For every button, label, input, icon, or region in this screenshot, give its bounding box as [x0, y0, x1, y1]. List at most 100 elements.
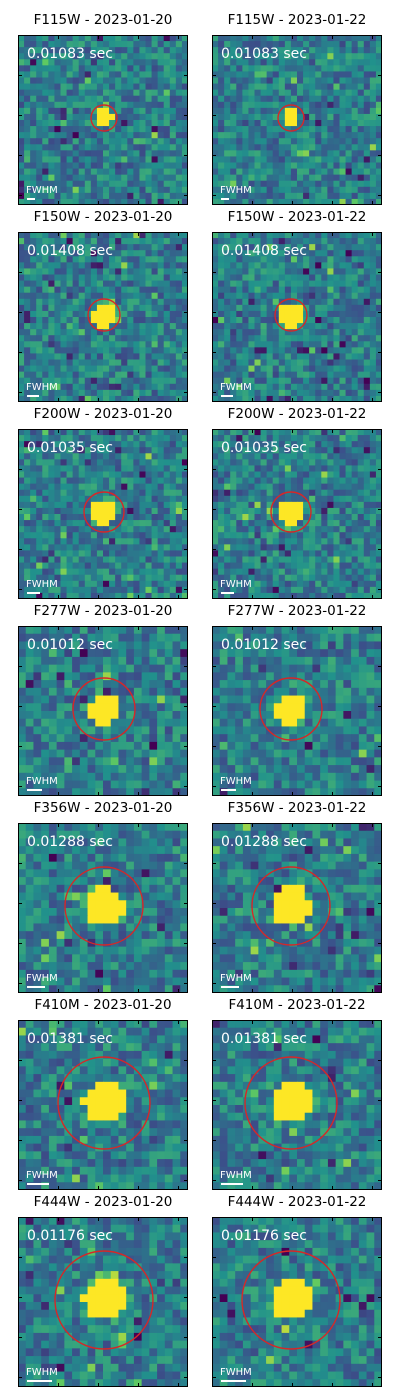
axis-tick [212, 115, 216, 116]
axis-tick [212, 1257, 216, 1258]
axis-tick [378, 1180, 382, 1181]
axis-tick [58, 201, 59, 205]
axis-tick [18, 1140, 22, 1141]
panel-title: F410M - 2023-01-22 [192, 995, 400, 1015]
axis-tick [184, 195, 188, 196]
axis-tick [332, 429, 333, 433]
axis-tick [184, 155, 188, 156]
axis-tick [138, 1186, 139, 1190]
axis-tick [58, 1186, 59, 1190]
panel-frame [212, 823, 382, 993]
axis-tick [372, 232, 373, 236]
axis-tick [18, 115, 22, 116]
axis-tick [212, 509, 216, 510]
axis-tick [178, 1020, 179, 1024]
panel-frame [212, 1217, 382, 1387]
axis-tick [252, 232, 253, 236]
axis-tick [184, 1337, 188, 1338]
axis-tick [212, 392, 216, 393]
panel-frame [18, 823, 188, 993]
axis-tick [292, 35, 293, 39]
axis-tick [378, 549, 382, 550]
axis-tick [332, 1217, 333, 1221]
axis-tick [184, 1060, 188, 1061]
image-panel: 0.01083 sec FWHM [18, 35, 188, 205]
image-panel: 0.01381 sec FWHM [18, 1020, 188, 1190]
axis-tick [184, 1377, 188, 1378]
axis-tick [18, 75, 22, 76]
panel-title: F150W - 2023-01-22 [192, 207, 400, 227]
axis-tick [184, 1100, 188, 1101]
axis-tick [18, 943, 22, 944]
axis-tick [212, 1377, 216, 1378]
image-panel: 0.01012 sec FWHM [18, 626, 188, 796]
axis-tick [378, 1337, 382, 1338]
axis-tick [138, 201, 139, 205]
axis-tick [292, 792, 293, 796]
axis-tick [292, 595, 293, 599]
axis-tick [138, 398, 139, 402]
axis-tick [378, 706, 382, 707]
axis-tick [372, 1186, 373, 1190]
axis-tick [138, 1217, 139, 1221]
axis-tick [98, 1020, 99, 1024]
axis-tick [332, 1020, 333, 1024]
axis-tick [378, 1257, 382, 1258]
axis-tick [212, 1180, 216, 1181]
axis-tick [138, 1020, 139, 1024]
axis-tick [178, 1217, 179, 1221]
axis-tick [372, 398, 373, 402]
axis-tick [252, 626, 253, 630]
axis-tick [378, 1100, 382, 1101]
axis-tick [332, 201, 333, 205]
axis-tick [252, 429, 253, 433]
panel-frame [18, 626, 188, 796]
axis-tick [378, 312, 382, 313]
axis-tick [58, 595, 59, 599]
axis-tick [18, 272, 22, 273]
axis-tick [18, 1377, 22, 1378]
axis-tick [184, 115, 188, 116]
axis-tick [292, 201, 293, 205]
axis-tick [58, 1020, 59, 1024]
axis-tick [212, 1100, 216, 1101]
axis-tick [378, 589, 382, 590]
panel-frame [18, 1020, 188, 1190]
panel-title: F444W - 2023-01-20 [0, 1192, 208, 1212]
axis-tick [372, 1020, 373, 1024]
axis-tick [98, 792, 99, 796]
axis-tick [378, 75, 382, 76]
panel-frame [212, 626, 382, 796]
axis-tick [18, 195, 22, 196]
axis-tick [178, 232, 179, 236]
axis-tick [212, 1140, 216, 1141]
axis-tick [378, 666, 382, 667]
axis-tick [184, 786, 188, 787]
axis-tick [378, 1297, 382, 1298]
axis-tick [184, 272, 188, 273]
axis-tick [98, 989, 99, 993]
axis-tick [212, 666, 216, 667]
axis-tick [378, 352, 382, 353]
axis-tick [184, 706, 188, 707]
axis-tick [178, 398, 179, 402]
axis-tick [18, 312, 22, 313]
axis-tick [332, 626, 333, 630]
axis-tick [252, 201, 253, 205]
axis-tick [98, 398, 99, 402]
axis-tick [58, 626, 59, 630]
axis-tick [212, 903, 216, 904]
panel-frame [212, 232, 382, 402]
axis-tick [212, 155, 216, 156]
axis-tick [138, 792, 139, 796]
panel-title: F356W - 2023-01-20 [0, 798, 208, 818]
axis-tick [332, 1186, 333, 1190]
axis-tick [18, 1180, 22, 1181]
axis-tick [252, 823, 253, 827]
axis-tick [98, 626, 99, 630]
axis-tick [252, 595, 253, 599]
axis-tick [98, 232, 99, 236]
axis-tick [184, 392, 188, 393]
axis-tick [138, 35, 139, 39]
